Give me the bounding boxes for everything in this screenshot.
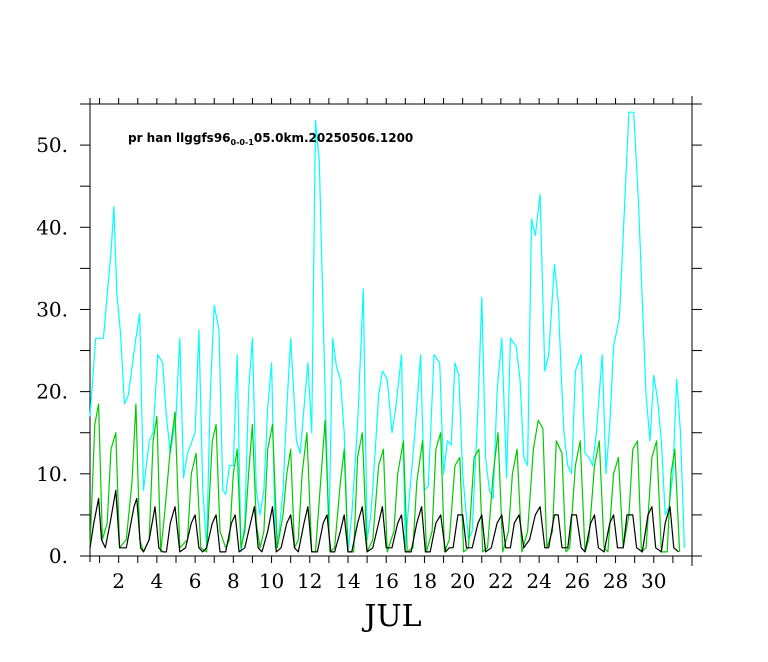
x-tick-label: 30: [641, 569, 666, 593]
x-tick-label: 10: [259, 569, 284, 593]
x-tick-label: 28: [603, 569, 628, 593]
x-tick-label: 24: [526, 569, 551, 593]
series-line-cyan: [89, 111, 685, 553]
x-tick-label: 16: [373, 569, 398, 593]
y-tick-label: 10.: [36, 462, 68, 486]
plot-frame: [80, 96, 702, 566]
x-tick-label: 20: [450, 569, 475, 593]
x-tick-label: 18: [412, 569, 437, 593]
x-tick-label: 26: [565, 569, 590, 593]
x-tick-label: 6: [189, 569, 202, 593]
x-tick-label: 8: [227, 569, 240, 593]
series-line-black: [89, 489, 679, 553]
y-tick-label: 20.: [36, 380, 68, 404]
y-tick-label: 40.: [36, 215, 68, 239]
y-tick-label: 0.: [49, 544, 68, 568]
axes-layer: 0.10.20.30.40.50.2 4 6 8 10 12 14 16 18 20 22 24 26 2…: [36, 98, 702, 593]
x-tick-label: 12: [297, 569, 322, 593]
x-axis-title: JUL: [361, 599, 421, 634]
chart-title: pr han llggfs960-0-105.0km.20250506.1200: [128, 131, 413, 147]
x-tick-label: 2: [112, 569, 125, 593]
series-line-green: [89, 403, 681, 553]
y-tick-label: 30.: [36, 297, 68, 321]
x-tick-label: 4: [151, 569, 164, 593]
x-tick-label: 22: [488, 569, 513, 593]
series-layer: [89, 111, 685, 553]
x-tick-label: 14: [335, 569, 360, 593]
y-tick-label: 50.: [36, 133, 68, 157]
